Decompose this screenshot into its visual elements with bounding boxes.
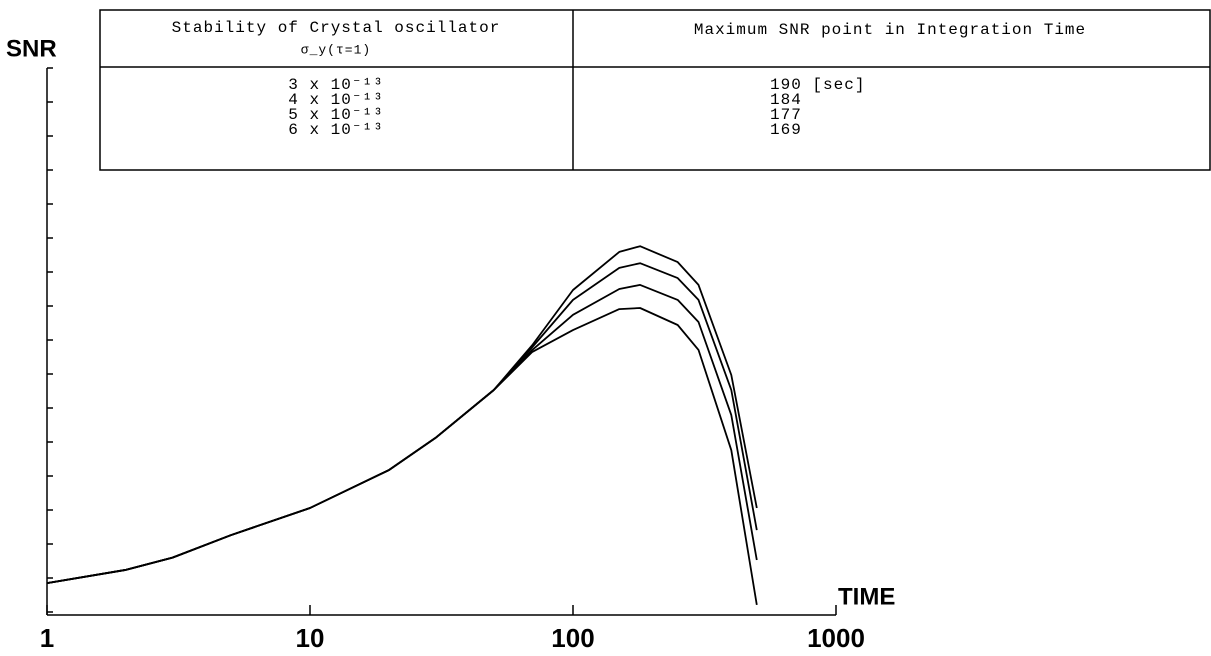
x-tick-label: 1000 xyxy=(807,623,865,653)
table-cell: 169 xyxy=(770,121,802,139)
x-tick-label: 10 xyxy=(296,623,325,653)
table-cell: 5 x 10⁻¹³ xyxy=(288,106,383,124)
x-tick-label: 1 xyxy=(40,623,54,653)
table-cell: 3 x 10⁻¹³ xyxy=(288,76,383,94)
table-cell: 6 x 10⁻¹³ xyxy=(288,121,383,139)
line-series xyxy=(46,245,758,584)
table-border xyxy=(99,9,1211,171)
table-cell: 190 [sec] xyxy=(770,76,865,94)
table-header: Maximum SNR point in Integration Time xyxy=(694,21,1086,39)
table-subheader: σ_y(τ=1) xyxy=(301,42,371,57)
line-series xyxy=(46,262,758,584)
line-series xyxy=(46,284,758,584)
table-header: Stability of Crystal oscillator xyxy=(172,19,501,37)
table-cell: 4 x 10⁻¹³ xyxy=(288,91,383,109)
line-series xyxy=(46,307,758,606)
x-tick-label: 100 xyxy=(551,623,594,653)
x-axis-label: TIME xyxy=(838,583,895,610)
y-axis-label: SNR xyxy=(6,35,57,62)
table-cell: 177 xyxy=(770,106,802,124)
table-cell: 184 xyxy=(770,91,802,109)
